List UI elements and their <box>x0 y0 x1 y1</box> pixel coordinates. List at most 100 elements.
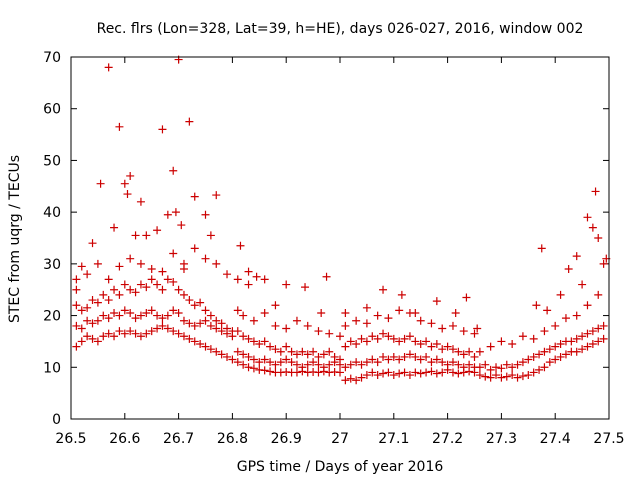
data-point <box>486 342 495 351</box>
data-point <box>120 306 129 315</box>
x-tick-label: 26.8 <box>217 431 248 447</box>
data-point <box>492 363 501 372</box>
data-point <box>357 334 366 343</box>
data-point <box>518 332 527 341</box>
data-point <box>244 280 253 289</box>
data-point <box>244 267 253 276</box>
chart-title: Rec. flrs (Lon=328, Lat=39, h=HE), days … <box>97 21 584 37</box>
data-point <box>228 355 237 364</box>
data-point <box>352 376 361 385</box>
data-point <box>578 332 587 341</box>
data-point <box>163 210 172 219</box>
data-point <box>346 374 355 383</box>
data-point <box>147 306 156 315</box>
data-point <box>271 301 280 310</box>
data-point <box>88 319 97 328</box>
data-point <box>508 340 517 349</box>
data-point <box>594 324 603 333</box>
data-point <box>567 337 576 346</box>
data-point <box>126 327 135 336</box>
data-point <box>454 360 463 369</box>
data-point <box>212 324 221 333</box>
data-point <box>77 262 86 271</box>
data-point <box>136 280 145 289</box>
data-point <box>223 352 232 361</box>
data-point <box>110 285 119 294</box>
data-point <box>131 231 140 240</box>
data-point <box>169 327 178 336</box>
data-point <box>422 352 431 361</box>
data-point <box>298 347 307 356</box>
data-point <box>384 368 393 377</box>
data-point <box>529 334 538 343</box>
data-point <box>556 340 565 349</box>
data-point <box>594 234 603 242</box>
data-point <box>126 254 135 263</box>
data-point <box>524 355 533 364</box>
data-point <box>368 368 377 377</box>
data-point <box>532 301 541 310</box>
data-point <box>416 340 425 349</box>
data-point <box>131 329 140 338</box>
data-point <box>223 324 232 333</box>
data-point <box>201 254 210 263</box>
data-point <box>153 226 162 235</box>
data-point <box>540 363 549 372</box>
data-point <box>276 358 285 367</box>
data-point <box>303 321 312 330</box>
data-point <box>255 358 264 367</box>
data-point <box>292 368 301 377</box>
data-point <box>497 337 506 346</box>
data-point <box>432 340 441 349</box>
data-point <box>212 259 221 268</box>
data-point <box>190 301 199 310</box>
data-point <box>411 368 420 377</box>
data-point <box>115 290 124 299</box>
data-point <box>395 369 404 378</box>
data-point <box>475 363 484 372</box>
data-point <box>379 352 388 361</box>
data-point <box>169 277 178 286</box>
data-point <box>131 314 140 323</box>
data-point <box>99 290 108 299</box>
data-point <box>249 316 258 325</box>
data-point <box>303 350 312 359</box>
y-tick-label: 60 <box>43 102 61 118</box>
data-point <box>379 329 388 338</box>
data-point <box>239 360 248 369</box>
x-tick-label: 27.1 <box>378 431 409 447</box>
data-point <box>185 296 194 305</box>
data-point <box>282 355 291 364</box>
data-point <box>389 352 398 361</box>
data-point <box>352 316 361 325</box>
data-point <box>120 280 129 289</box>
x-tick-label: 27.3 <box>486 431 517 447</box>
data-point <box>88 296 97 305</box>
data-point <box>373 334 382 343</box>
y-tick-label: 20 <box>43 309 61 325</box>
data-point <box>513 373 522 382</box>
data-point <box>206 345 215 354</box>
x-tick-label: 27.5 <box>593 431 624 447</box>
data-point <box>535 365 544 374</box>
data-point <box>99 332 108 341</box>
data-point <box>405 350 414 359</box>
data-point <box>411 308 420 317</box>
data-point <box>572 252 581 261</box>
data-point <box>196 340 205 349</box>
data-point <box>282 324 291 333</box>
data-point <box>271 360 280 369</box>
data-point <box>169 249 178 258</box>
data-point <box>397 290 406 299</box>
data-point <box>543 306 552 315</box>
data-point <box>389 334 398 343</box>
data-point <box>179 316 188 325</box>
data-point <box>448 321 457 330</box>
data-point <box>322 272 331 281</box>
data-point <box>104 314 113 323</box>
data-point <box>502 372 511 381</box>
data-point <box>266 358 275 367</box>
data-point <box>379 285 388 294</box>
data-point <box>486 373 495 382</box>
data-point <box>179 259 188 268</box>
